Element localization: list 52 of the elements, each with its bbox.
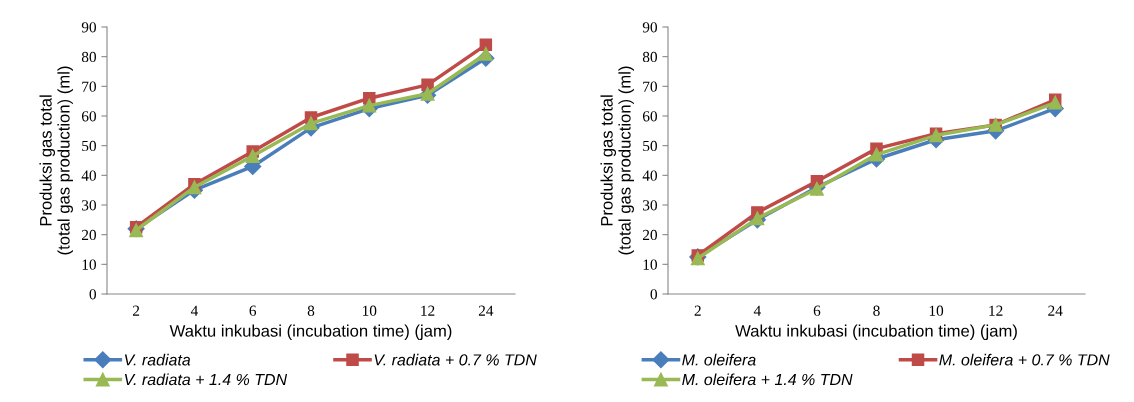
- point: [245, 149, 260, 163]
- point: [1048, 95, 1063, 110]
- x-tick-label: 12: [421, 305, 435, 316]
- y-axis-title: Produksi gas total (total gas production) (ml): [39, 66, 73, 255]
- x-tick-label: 10: [929, 305, 944, 316]
- y-tick-label: 0: [650, 289, 657, 300]
- point: [362, 98, 377, 113]
- y-tick-label: 90: [81, 22, 96, 33]
- x-tick-label: 8: [307, 305, 315, 316]
- y-tick-label: 80: [642, 51, 657, 63]
- legend-label: M. oleifera: [682, 353, 756, 366]
- x-tick-label: 8: [873, 305, 880, 316]
- legend-label: V. radiata + 0.7 % TDN: [374, 353, 537, 366]
- y-axis-title: Produksi gas total (total gas production) (ml): [600, 66, 634, 255]
- legend-label: M. oleifera + 0.7 % TDN: [939, 353, 1110, 366]
- point: [129, 223, 144, 238]
- y-tick-label: 50: [82, 140, 96, 152]
- x-axis-title: Waktu inkubasi (incubation time) (jam): [735, 324, 1017, 341]
- y-tick-label: 0: [89, 289, 96, 300]
- x-tick-label: 24: [478, 305, 494, 316]
- y-tick-label: 40: [642, 170, 657, 181]
- x-tick-label: 4: [753, 305, 761, 316]
- y-tick-label: 40: [81, 170, 96, 181]
- y-tick-label: 70: [82, 81, 96, 92]
- x-axis-title: Waktu inkubasi (incubation time) (jam): [169, 324, 452, 341]
- x-tick-label: 4: [190, 305, 199, 316]
- y-tick-label: 20: [81, 229, 96, 241]
- point: [478, 46, 493, 61]
- x-tick-label: 2: [132, 305, 140, 316]
- x-tick-label: 2: [694, 305, 701, 316]
- y-tick-label: 30: [643, 200, 657, 211]
- point: [304, 116, 318, 131]
- y-tick-label: 10: [82, 259, 96, 270]
- x-tick-label: 6: [249, 305, 257, 316]
- legend-label: V. radiata: [124, 353, 191, 366]
- y-tick-label: 70: [643, 81, 657, 92]
- y-tick-label: 90: [642, 22, 657, 33]
- y-tick-label: 50: [643, 140, 657, 152]
- y-tick-label: 30: [82, 200, 96, 211]
- y-tick-label: 20: [642, 229, 657, 241]
- y-tick-label: 60: [81, 111, 96, 122]
- x-tick-label: 12: [989, 305, 1003, 316]
- point: [187, 180, 202, 195]
- legend-label: M. oleifera + 1.4 % TDN: [682, 373, 853, 386]
- x-tick-label: 24: [1048, 305, 1063, 316]
- x-tick-label: 10: [362, 305, 377, 316]
- point: [869, 147, 884, 162]
- y-tick-label: 60: [642, 111, 657, 122]
- legend-label: V. radiata + 1.4 % TDN: [124, 373, 288, 386]
- x-tick-label: 6: [813, 305, 821, 316]
- y-tick-label: 10: [643, 259, 657, 270]
- y-tick-label: 80: [81, 51, 96, 63]
